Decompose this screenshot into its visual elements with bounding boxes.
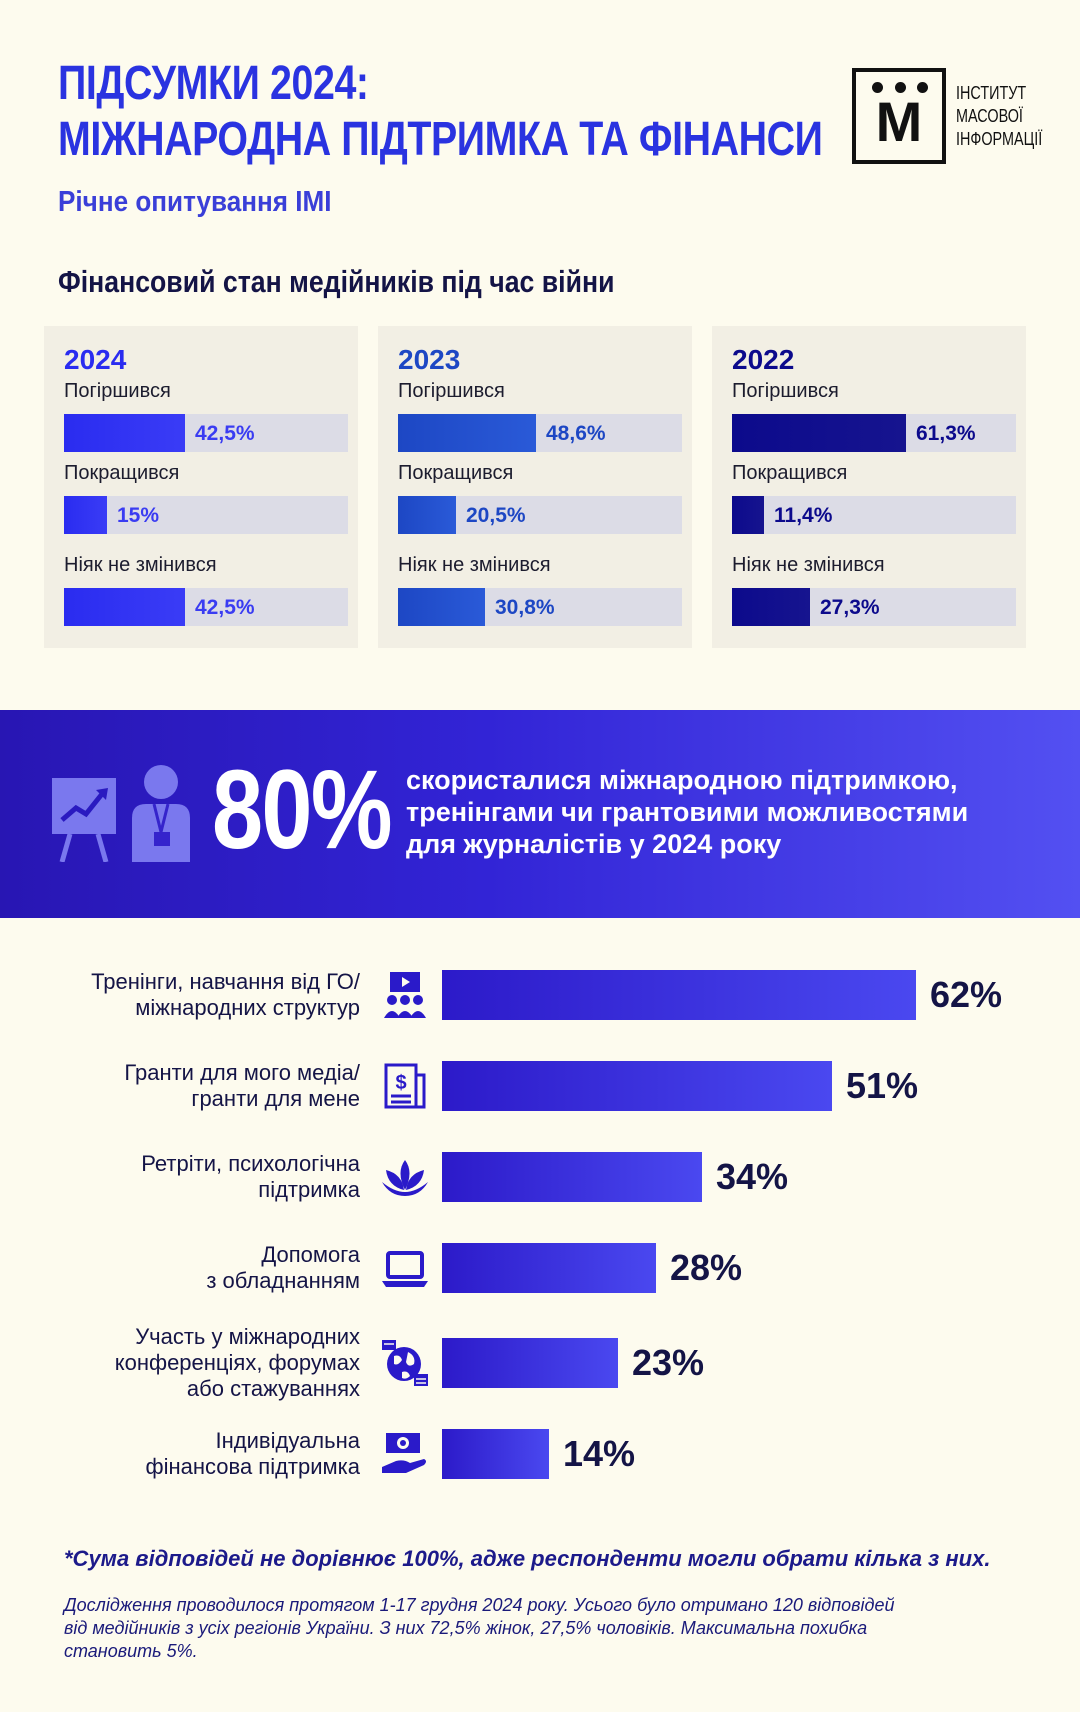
- bar-value-label: 27,3%: [820, 596, 880, 619]
- footnote: *Сума відповідей не дорівнює 100%, адже …: [64, 1546, 991, 1571]
- bar: [398, 588, 485, 626]
- category-label: Погіршився: [64, 380, 171, 402]
- banner-text: скористалися міжнародною підтримкою, тре…: [406, 765, 969, 859]
- bar: [64, 496, 107, 534]
- support-bar-value: 28%: [670, 1247, 743, 1288]
- category-label: Ніяк не змінився: [398, 554, 551, 576]
- card-year: 2023: [398, 344, 461, 375]
- logo-text: ІНСТИТУТ МАСОВОЇ ІНФОРМАЦІЇ: [956, 83, 1043, 149]
- grant-document-icon: $: [380, 1061, 430, 1111]
- support-bar-value: 14%: [563, 1433, 636, 1474]
- category-label: Покращився: [732, 462, 848, 484]
- bar-track: 48,6%: [398, 414, 682, 452]
- bar-track: 27,3%: [732, 588, 1016, 626]
- category-label: Погіршився: [732, 380, 839, 402]
- presentation-chart-icon: [52, 778, 116, 862]
- bar-track: 11,4%: [732, 496, 1016, 534]
- banner-percentage: 80%: [212, 747, 393, 872]
- title-line-1: ПІДСУМКИ 2024:: [58, 57, 369, 110]
- bar-value-label: 48,6%: [546, 422, 606, 445]
- category-label: Покращився: [398, 462, 514, 484]
- finance-heading: Фінансовий стан медійників під час війни: [58, 264, 615, 299]
- bar: [398, 414, 536, 452]
- category-label: Ніяк не змінився: [732, 554, 885, 576]
- support-category-label: Ретріти, психологічна підтримка: [141, 1151, 360, 1202]
- category-label: Ніяк не змінився: [64, 554, 217, 576]
- bar-track: 61,3%: [732, 414, 1016, 452]
- methodology-text: Дослідження проводилося протягом 1-17 гр…: [64, 1595, 895, 1661]
- support-category-label: Участь у міжнародних конференціях, форума…: [114, 1324, 360, 1401]
- laptop-icon: [380, 1243, 430, 1293]
- card-year: 2022: [732, 344, 795, 375]
- support-bar: [442, 1152, 702, 1202]
- svg-text:$: $: [395, 1072, 406, 1094]
- finance-card-1: 2023 Погіршився 48,6% Покращився 20,5% Ніяк н…: [378, 326, 692, 648]
- support-bar: [442, 1061, 832, 1111]
- bar-track: 15%: [64, 496, 348, 534]
- bar: [64, 414, 185, 452]
- globe-chat-icon: [380, 1338, 430, 1388]
- training-icon: [380, 970, 430, 1020]
- support-bar-value: 34%: [716, 1156, 789, 1197]
- lotus-icon: [380, 1152, 430, 1202]
- imi-logo: М: [852, 68, 946, 164]
- support-bar: [442, 1338, 618, 1388]
- bar-value-label: 15%: [117, 504, 160, 527]
- support-category-label: Гранти для мого медіа/гранти для мене: [124, 1060, 360, 1111]
- category-label: Покращився: [64, 462, 180, 484]
- bar-track: 20,5%: [398, 496, 682, 534]
- bar: [732, 496, 764, 534]
- bar-value-label: 11,4%: [774, 504, 833, 527]
- bar-track: 42,5%: [64, 414, 348, 452]
- support-bar: [442, 1429, 549, 1479]
- bar-value-label: 42,5%: [195, 422, 255, 445]
- finance-card-2: 2022 Погіршився 61,3% Покращився 11,4% Ніяк н…: [712, 326, 1026, 648]
- category-label: Погіршився: [398, 380, 505, 402]
- bar: [732, 414, 906, 452]
- bar-value-label: 42,5%: [195, 596, 255, 619]
- support-bar-value: 62%: [930, 974, 1003, 1015]
- bar-track: 42,5%: [64, 588, 348, 626]
- title-line-2: МІЖНАРОДНА ПІДТРИМКА ТА ФІНАНСИ: [58, 113, 823, 166]
- bar-value-label: 20,5%: [466, 504, 526, 527]
- money-hand-icon: [380, 1429, 430, 1479]
- bar-value-label: 61,3%: [916, 422, 976, 445]
- bar-track: 30,8%: [398, 588, 682, 626]
- support-category-label: Допомога з обладнанням: [206, 1242, 360, 1293]
- bar: [732, 588, 810, 626]
- support-category-label: Тренінги, навчання від ГО/міжнародних ст…: [91, 969, 360, 1020]
- support-bar-value: 23%: [632, 1342, 705, 1383]
- bar-value-label: 30,8%: [495, 596, 555, 619]
- support-banner: 80% скористалися міжнародною підтримкою,…: [0, 710, 1080, 918]
- logo-letter: М: [875, 90, 923, 153]
- support-bar: [442, 970, 916, 1020]
- card-year: 2024: [64, 344, 127, 375]
- bar: [398, 496, 456, 534]
- page-title: ПІДСУМКИ 2024: МІЖНАРОДНА ПІДТРИМКА ТА Ф…: [58, 56, 823, 168]
- bar: [64, 588, 185, 626]
- support-bar-value: 51%: [846, 1065, 919, 1106]
- support-bar: [442, 1243, 656, 1293]
- support-category-label: Індивідуальна фінансова підтримка: [145, 1428, 361, 1479]
- subtitle: Річне опитування ІМІ: [58, 186, 332, 218]
- person-badge-icon: [132, 765, 190, 862]
- finance-card-0: 2024 Погіршився 42,5% Покращився 15% Ніяк не …: [44, 326, 358, 648]
